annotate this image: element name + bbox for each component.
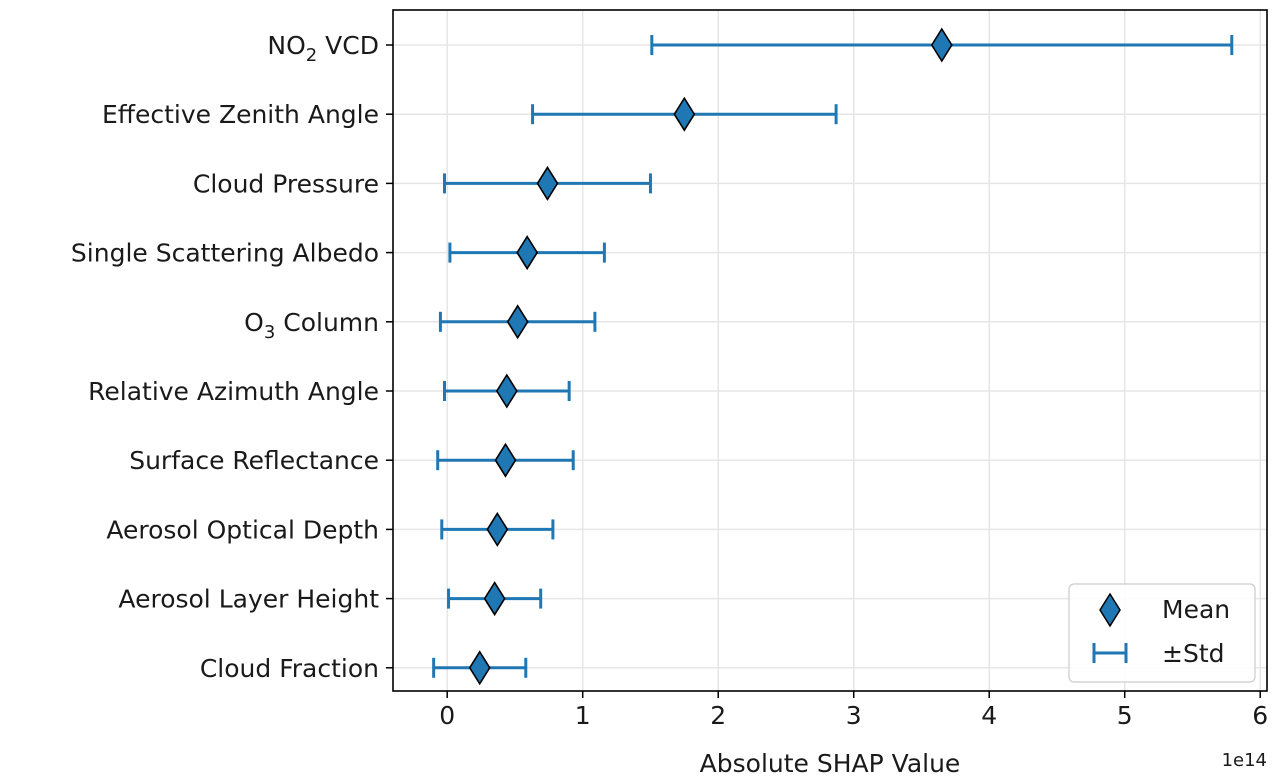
x-offset-label: 1e14 xyxy=(1222,750,1267,771)
y-tick-label: NO2 VCD xyxy=(267,31,379,66)
x-tick-label: 4 xyxy=(981,701,997,730)
y-tick-label: Aerosol Optical Depth xyxy=(106,515,379,544)
mean-marker xyxy=(494,442,517,478)
x-axis-label: Absolute SHAP Value xyxy=(700,749,961,777)
y-tick-label: Surface Reflectance xyxy=(129,446,379,475)
y-tick-label: O3 Column xyxy=(244,308,379,343)
y-tick-label: Cloud Fraction xyxy=(200,654,379,683)
x-tick-label: 1 xyxy=(575,701,591,730)
x-tick-label: 0 xyxy=(439,701,455,730)
mean-marker xyxy=(506,304,529,340)
x-tick-label: 3 xyxy=(846,701,862,730)
x-tick-label: 2 xyxy=(710,701,726,730)
mean-markers xyxy=(468,27,953,686)
legend-mean-marker xyxy=(1099,592,1121,628)
x-tick-label: 6 xyxy=(1252,701,1268,730)
mean-marker xyxy=(486,511,509,547)
legend-mean-label: Mean xyxy=(1162,595,1230,624)
legend: Mean ±Std xyxy=(1068,583,1256,683)
plot-frame xyxy=(392,9,1268,692)
y-tick-label: Cloud Pressure xyxy=(193,169,379,198)
mean-marker xyxy=(536,165,559,201)
mean-marker xyxy=(468,650,491,686)
legend-std-label: ±Std xyxy=(1162,639,1225,668)
y-tick-label: Aerosol Layer Height xyxy=(118,585,379,614)
mean-marker xyxy=(516,235,539,271)
mean-marker xyxy=(930,27,953,63)
legend-std-marker xyxy=(1092,643,1128,663)
error-bars xyxy=(432,35,1234,678)
y-tick-label: Relative Azimuth Angle xyxy=(88,377,379,406)
y-tick-labels: NO2 VCD Effective Zenith Angle Cloud Press… xyxy=(71,31,393,683)
x-tick-labels: 0 1 2 3 4 5 6 xyxy=(439,691,1268,730)
y-tick-label: Single Scattering Albedo xyxy=(71,239,379,268)
x-tick-label: 5 xyxy=(1117,701,1133,730)
y-tick-label: Effective Zenith Angle xyxy=(102,100,379,129)
mean-marker xyxy=(673,96,696,132)
mean-marker xyxy=(483,581,506,617)
mean-marker xyxy=(495,373,518,409)
